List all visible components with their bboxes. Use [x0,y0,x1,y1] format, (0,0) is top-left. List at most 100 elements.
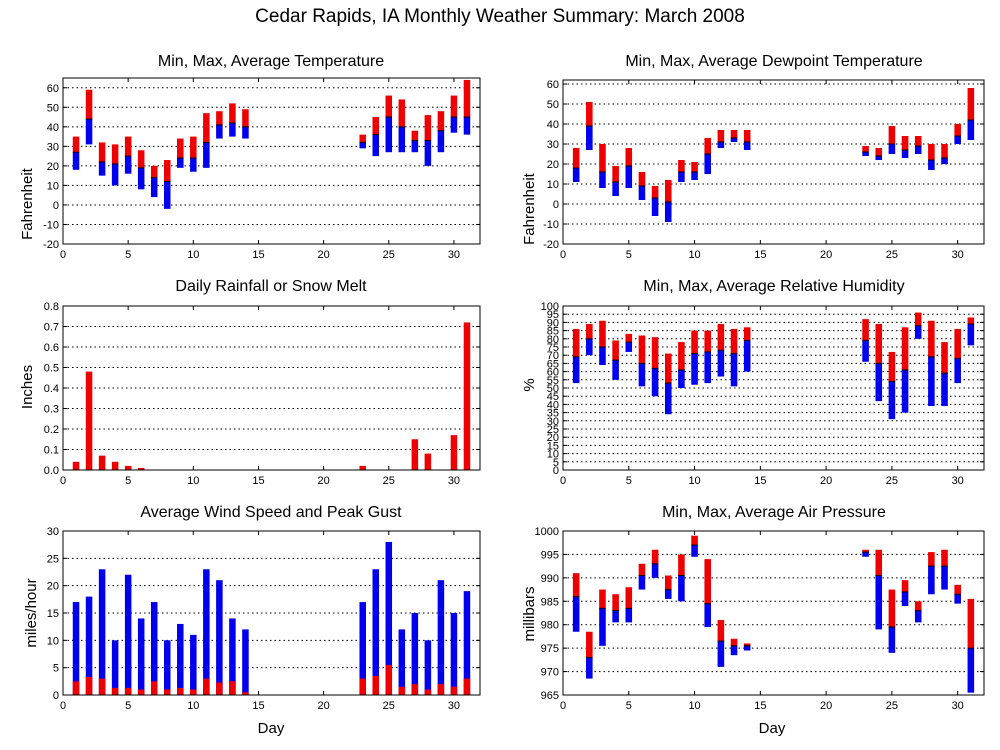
min-avg-bar [862,152,869,156]
avg-max-bar [411,130,419,141]
min-avg-bar [651,198,659,216]
peak-gust-bar [163,640,171,695]
avg-max-bar [717,324,725,351]
avg-max-bar [954,584,961,595]
avg-max-bar [137,150,145,168]
peak-gust-bar [124,574,132,695]
avg-max-bar [216,111,223,125]
y-tick-label: 0.0 [44,465,59,477]
min-avg-bar [572,356,580,384]
figure-title: Cedar Rapids, IA Monthly Weather Summary… [255,6,745,27]
y-tick-label: 100 [541,301,559,313]
x-tick-label: 10 [187,475,199,487]
y-tick-label: 65 [547,358,559,370]
x-tick-label: 5 [125,475,131,487]
x-tick-label: 20 [820,700,832,712]
avg-max-bar [612,340,619,361]
y-tick-label: 10 [47,635,59,647]
x-tick-label: 25 [886,249,898,261]
min-avg-bar [572,596,580,632]
average-speed-bar [111,687,119,695]
y-tick-label: 0.7 [44,322,59,334]
avg-max-bar [463,79,471,118]
avg-max-bar [875,324,883,364]
y-tick-label: 5 [53,663,59,675]
x-tick-label: 25 [886,475,898,487]
avg-max-bar [203,113,210,143]
min-avg-bar [704,603,712,628]
average-speed-bar [398,686,406,695]
y-tick-label: 995 [541,549,559,561]
peak-gust-bar [190,634,197,695]
min-avg-bar [717,641,725,667]
peak-gust-bar [411,613,419,695]
x-tick-label: 15 [754,700,766,712]
min-avg-bar [450,117,458,133]
min-avg-bar [730,138,738,142]
avg-max-bar [664,353,672,384]
chart-title: Min, Max, Average Air Pressure [662,504,886,521]
y-tick-label: 75 [547,342,559,354]
x-tick-label: 0 [60,475,66,487]
avg-max-bar [72,136,80,153]
avg-max-bar [914,601,922,611]
min-avg-bar [98,161,106,176]
y-tick-label: 90 [547,317,559,329]
average-speed-bar [242,692,249,695]
y-tick-label: 80 [547,334,559,346]
avg-max-bar [372,117,380,135]
peak-gust-bar [398,629,406,695]
min-avg-bar [638,186,646,200]
avg-max-bar [967,88,975,120]
min-avg-bar [137,167,145,190]
avg-max-bar [941,144,948,158]
x-tick-label: 0 [60,700,66,712]
plot-area: -20 -10 0 10 20 30 40 50 60 0 5 10 15 20 25 30 [43,77,481,261]
avg-max-bar [612,166,619,182]
plot-frame [562,530,985,696]
average-speed-bar [359,678,366,695]
peak-gust-bar [150,602,158,695]
avg-max-bar [691,162,698,172]
avg-max-bar [914,136,922,146]
plot-frame [62,305,481,471]
min-avg-bar [242,126,249,139]
avg-max-bar [572,328,580,357]
plot-frame [62,530,481,696]
min-avg-bar [124,156,132,174]
avg-max-bar [875,549,883,576]
x-tick-label: 15 [252,475,264,487]
avg-max-bar [599,320,606,347]
y-tick-label: 15 [547,440,559,452]
temperature-chart: Min, Max, Average Temperature Fahrenheit… [19,53,481,261]
rainfall-bar [411,439,419,470]
min-avg-bar [424,140,432,166]
y-tick-label: 85 [547,326,559,338]
x-tick-label: 0 [560,249,566,261]
peak-gust-bar [216,580,223,695]
avg-max-bar [124,136,132,157]
y-tick-label: 40 [47,122,59,134]
avg-max-bar [967,598,975,649]
rainfall-bar [424,453,432,470]
plot-area: 965 970 975 980 985 990 995 1000 0 5 10 15 20 25 30 [535,526,985,712]
y-axis-label: Fahrenheit [19,167,36,240]
average-speed-bar [216,682,223,695]
min-avg-bar [463,117,471,135]
min-avg-bar [928,566,935,595]
min-avg-bar [901,369,909,413]
peak-gust-bar [424,640,432,695]
min-avg-bar [875,575,883,630]
min-avg-bar [941,566,948,590]
x-tick-label: 20 [820,475,832,487]
y-tick-label: 30 [47,526,59,538]
avg-max-bar [875,148,883,156]
y-tick-label: 40 [547,399,559,411]
peak-gust-bar [111,640,119,695]
x-tick-label: 25 [383,249,395,261]
min-avg-bar [743,142,751,150]
avg-max-bar [586,102,593,126]
x-tick-label: 20 [318,249,330,261]
average-speed-bar [203,678,210,695]
min-avg-bar [85,119,93,145]
